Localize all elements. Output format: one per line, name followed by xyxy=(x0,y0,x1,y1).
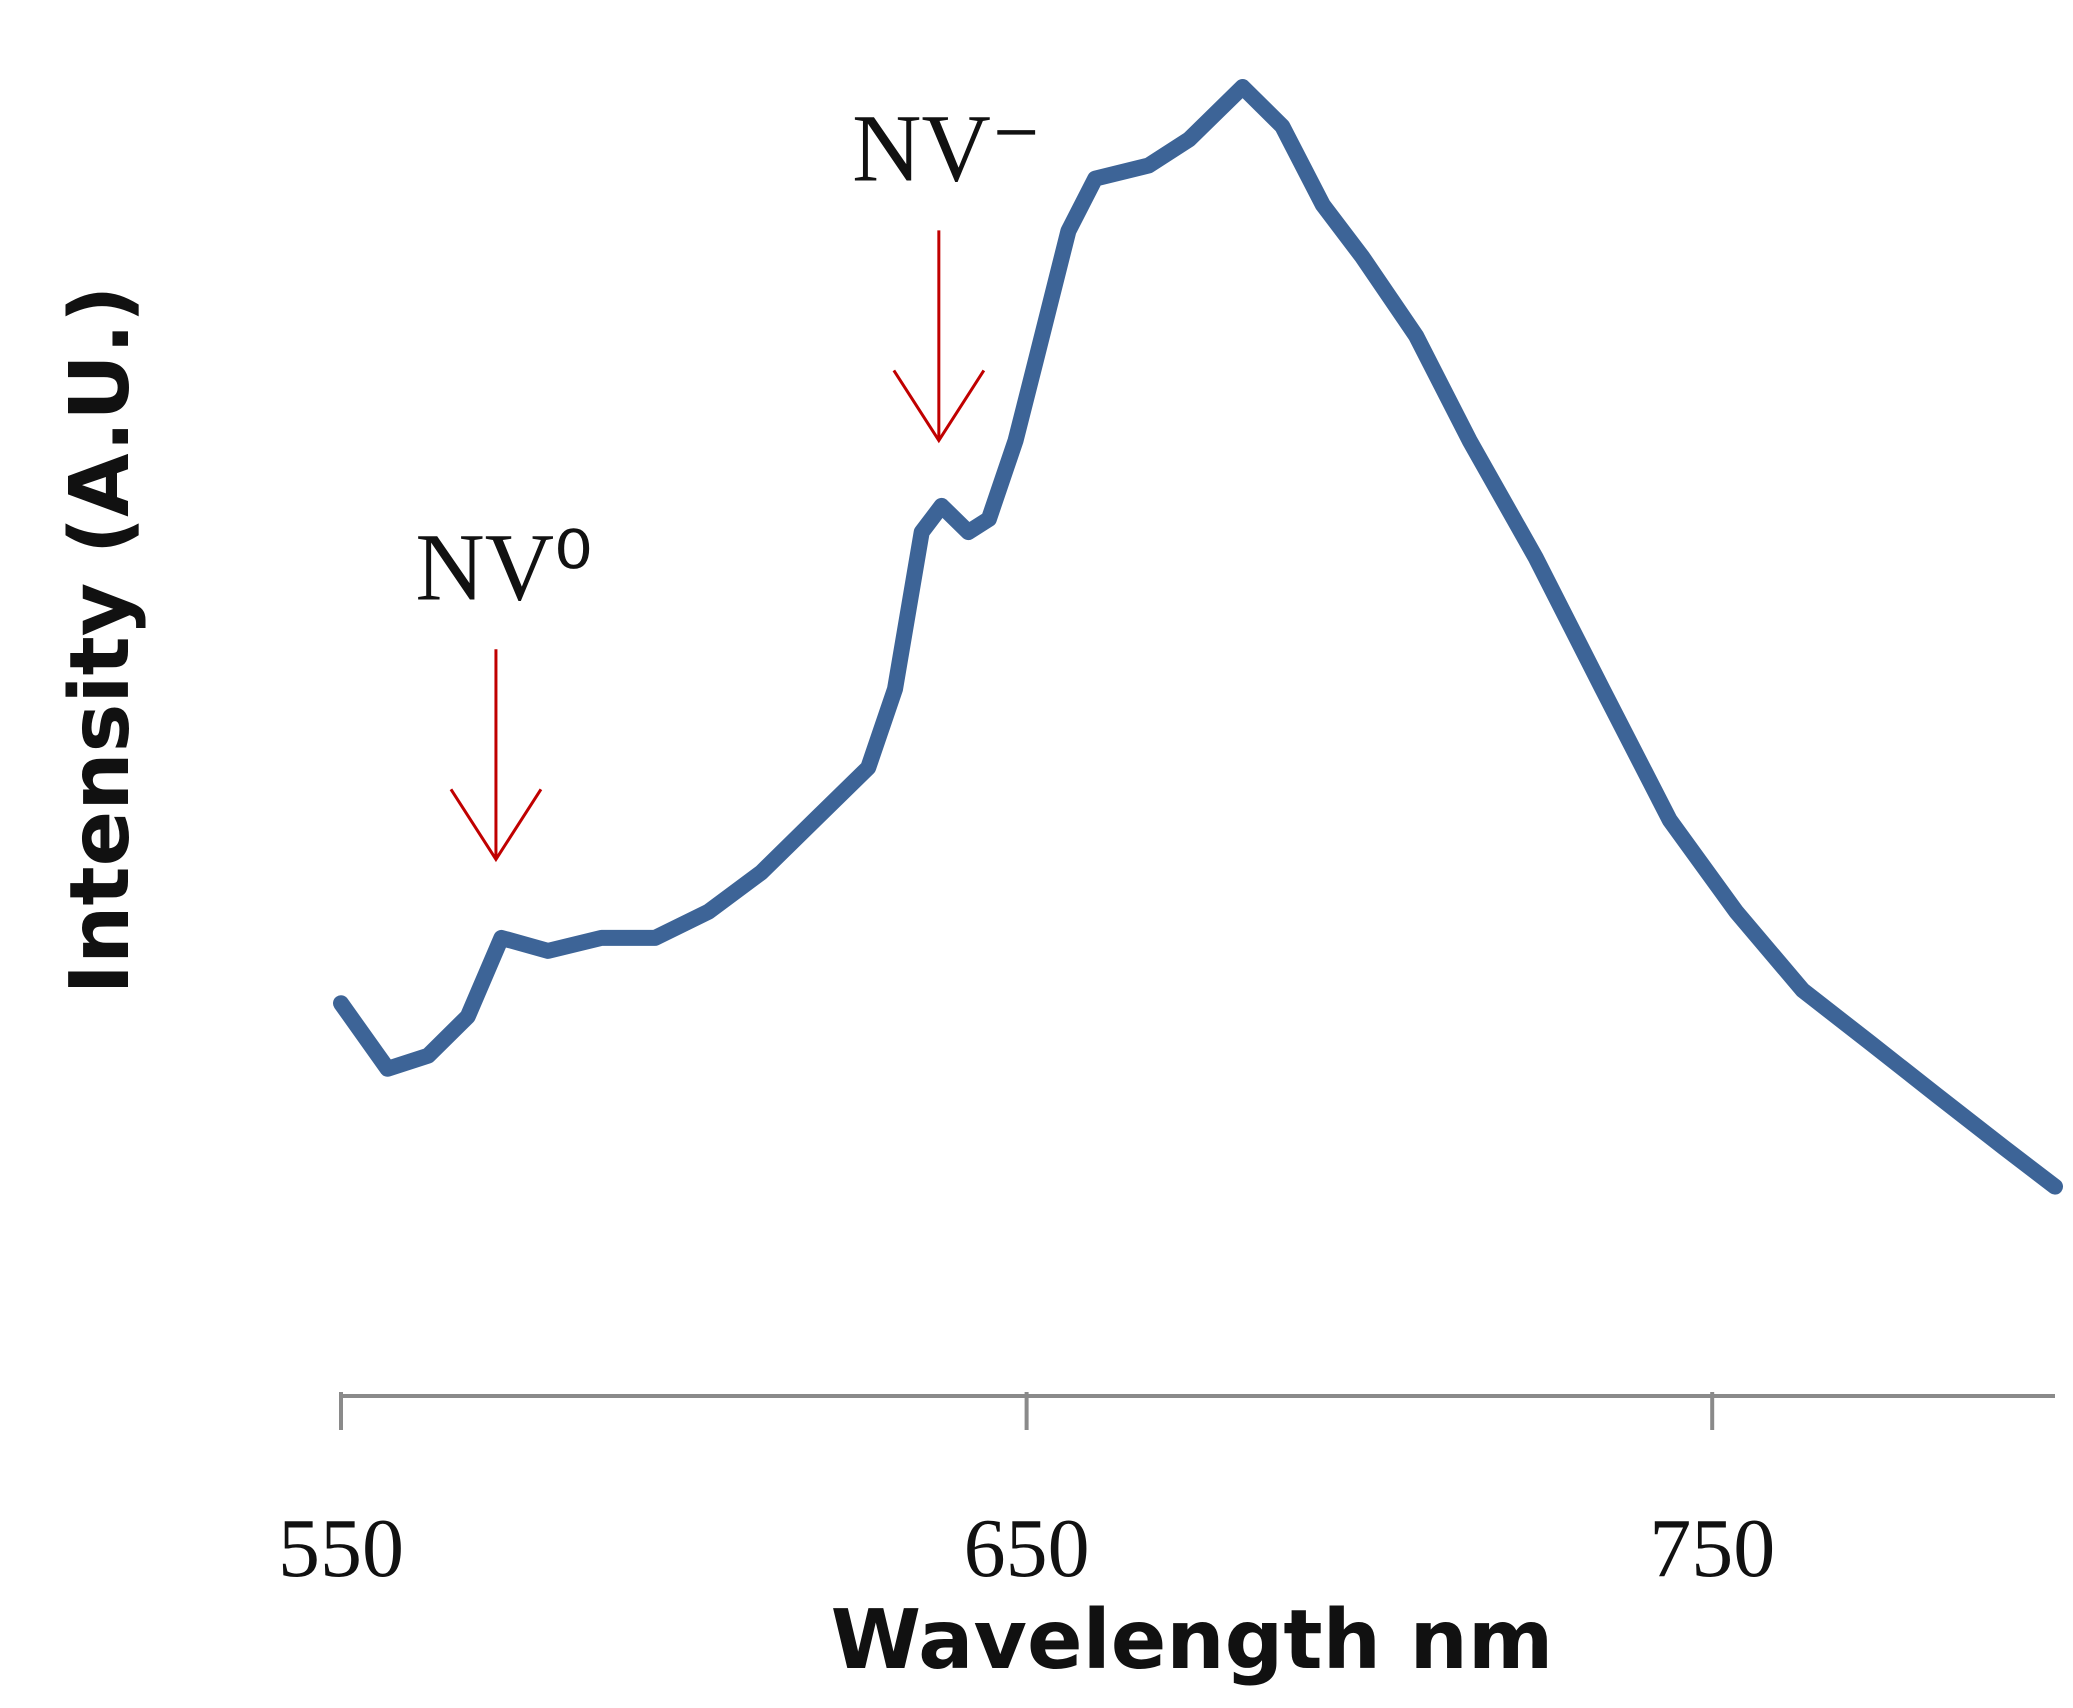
data-line xyxy=(333,79,2063,1195)
arrow-head xyxy=(449,788,543,863)
x-tick-label: 650 xyxy=(964,1502,1090,1595)
x-axis-label: Wavelength nm xyxy=(831,1593,1554,1688)
arrow-head xyxy=(892,369,986,444)
annotation-label: NV⁻ xyxy=(852,94,1041,201)
y-axis-label: Intensity (A.U.) xyxy=(53,285,148,994)
x-tick-label: 750 xyxy=(1649,1502,1775,1595)
x-tick-label: 550 xyxy=(278,1502,404,1595)
annotation-label: NV⁰ xyxy=(415,513,592,620)
